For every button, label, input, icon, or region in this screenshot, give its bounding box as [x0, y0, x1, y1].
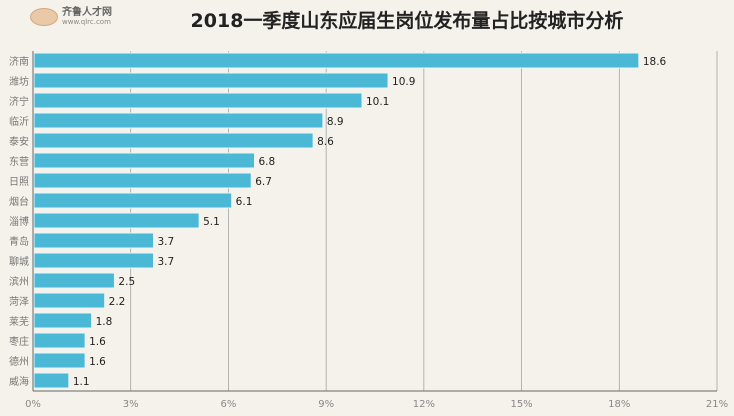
x-tick-label: 9%: [318, 399, 334, 410]
logo-frog-icon: [30, 8, 58, 26]
data-label: 6.8: [258, 156, 275, 168]
data-label: 2.5: [118, 276, 135, 288]
y-tick-label: 东营: [9, 155, 29, 168]
bar: [33, 112, 324, 129]
y-tick-label: 临沂: [9, 115, 29, 128]
x-tick-label: 12%: [413, 399, 435, 410]
bar: [33, 292, 106, 309]
bar: [33, 252, 155, 269]
logo: 齐鲁人才网 www.qlrc.com: [30, 8, 112, 26]
y-tick-label: 聊城: [9, 255, 29, 268]
data-label: 1.6: [89, 356, 106, 368]
bar: [33, 132, 314, 149]
y-tick-label: 泰安: [9, 135, 29, 148]
bar: [33, 352, 86, 369]
bar: [33, 272, 115, 289]
x-tick-label: 6%: [220, 399, 236, 410]
y-tick-label: 淄博: [9, 215, 29, 228]
chart-title: 2018一季度山东应届生岗位发布量占比按城市分析: [190, 10, 624, 32]
y-tick-label: 日照: [9, 176, 29, 188]
x-tick-label: 3%: [123, 399, 139, 410]
y-tick-label: 德州: [9, 355, 29, 368]
data-label: 6.7: [255, 176, 272, 188]
bar: [33, 152, 255, 169]
x-tick-label: 0%: [25, 399, 41, 410]
data-label: 18.6: [643, 56, 667, 68]
y-tick-label: 莱芜: [9, 315, 29, 328]
bar: [33, 232, 155, 249]
bar: [33, 212, 200, 229]
bar: [33, 72, 389, 89]
y-tick-label: 威海: [9, 375, 29, 388]
bar: [33, 372, 70, 389]
logo-url: www.qlrc.com: [62, 18, 111, 26]
data-label: 1.1: [73, 376, 90, 388]
data-label: 5.1: [203, 216, 220, 228]
data-label: 8.6: [317, 136, 334, 148]
y-tick-label: 枣庄: [9, 335, 29, 348]
y-tick-label: 青岛: [9, 235, 29, 248]
data-label: 6.1: [236, 196, 253, 208]
x-tick-label: 18%: [608, 399, 630, 410]
data-label: 2.2: [109, 296, 126, 308]
logo-name: 齐鲁人才网: [62, 7, 112, 18]
y-tick-label: 济宁: [9, 95, 29, 108]
bar: [33, 52, 640, 69]
data-label: 8.9: [327, 116, 344, 128]
data-label: 3.7: [158, 236, 175, 248]
bar: [33, 332, 86, 349]
x-tick-label: 15%: [510, 399, 532, 410]
y-tick-label: 烟台: [9, 195, 29, 208]
x-tick-label: 21%: [706, 399, 728, 410]
data-label: 10.9: [392, 76, 415, 88]
bar: [33, 312, 93, 329]
bar: [33, 92, 363, 109]
y-tick-label: 济南: [9, 55, 29, 68]
bar: [33, 192, 233, 209]
data-label: 3.7: [158, 256, 175, 268]
y-tick-label: 菏泽: [9, 296, 29, 308]
data-label: 1.8: [96, 316, 113, 328]
data-label: 10.1: [366, 96, 389, 108]
bar: [33, 172, 252, 189]
y-tick-label: 潍坊: [9, 75, 29, 88]
y-tick-label: 滨州: [9, 275, 29, 288]
data-label: 1.6: [89, 336, 106, 348]
